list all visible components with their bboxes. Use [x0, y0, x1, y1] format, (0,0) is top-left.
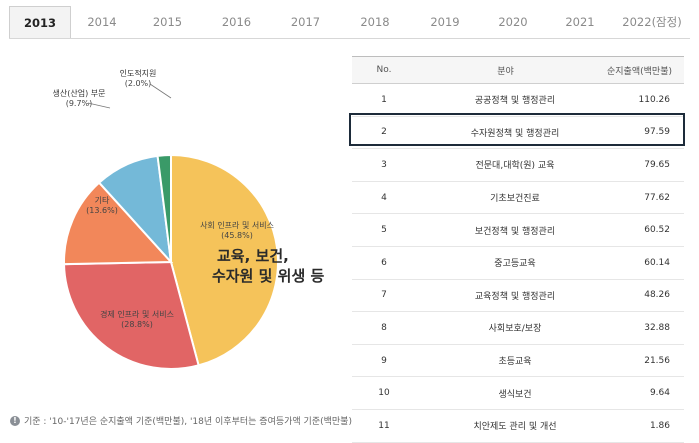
row-amount: 9.64: [649, 388, 670, 399]
tab-year-5[interactable]: 2018: [360, 15, 390, 29]
row-no: 8: [381, 322, 387, 333]
info-icon: !: [10, 415, 20, 426]
tab-year-4[interactable]: 2017: [290, 15, 321, 29]
row-no: 10: [378, 388, 390, 399]
slice-label-1: 경제 인프라 및 서비스: [100, 309, 174, 319]
column-header-field: 분야: [416, 56, 595, 84]
row-field: 전문대,대학(원) 교육: [475, 161, 555, 172]
row-no: 7: [381, 290, 387, 301]
table-row: 10 생식보건 9.64: [352, 377, 684, 410]
table-row: 1 공공정책 및 행정관리 110.26: [352, 84, 684, 117]
row-amount: 32.88: [644, 322, 670, 333]
row-field: 중고등교육: [494, 259, 536, 270]
slice-percent-2: (13.6%): [86, 206, 118, 215]
row-amount: 97.59: [644, 127, 670, 138]
row-field: 치안제도 관리 및 개선: [473, 422, 557, 433]
row-field: 기초보건진료: [490, 194, 540, 205]
table-row: 2 수자원정책 및 행정관리 97.59: [352, 116, 684, 149]
table-row: 9 초등교육 21.56: [352, 344, 684, 377]
row-amount: 60.52: [644, 225, 670, 236]
row-amount: 77.62: [644, 192, 670, 203]
row-field: 사회보호/보장: [488, 324, 542, 335]
spending-table-wrap: No. 분야 순지출액(백만불) 1 공공정책 및 행정관리 110.26 2 수자원정…: [352, 56, 684, 443]
leader-line-0: [87, 102, 111, 109]
tab-year-2[interactable]: 2015: [152, 15, 183, 29]
pie-annotation-line-1: 수자원 및 위생 등: [212, 267, 324, 285]
table-header-row: No. 분야 순지출액(백만불): [352, 56, 684, 84]
leader-line-1: [149, 83, 172, 99]
row-no: 4: [381, 192, 387, 203]
slice-percent-0: (45.8%): [221, 231, 253, 240]
footnote-text: 기준 : '10-'17년은 순지출액 기준(백만불), '18년 이후부터는 …: [24, 417, 352, 427]
row-amount: 48.26: [644, 290, 670, 301]
year-tabs: 2013 2014 2015 2016 2017 2018 2019 2020 2021 2022…: [9, 6, 690, 39]
row-amount: 60.14: [644, 257, 670, 268]
table-row: 8 사회보호/보장 32.88: [352, 312, 684, 345]
table-row: 3 전문대,대학(원) 교육 79.65: [352, 149, 684, 182]
footnote: ! 기준 : '10-'17년은 순지출액 기준(백만불), '18년 이후부터…: [10, 414, 352, 427]
tab-year-1[interactable]: 2014: [87, 15, 117, 29]
table-row: 7 교육정책 및 행정관리 48.26: [352, 279, 684, 312]
pie-slice-4: [156, 153, 172, 263]
slice-label-2: 기타: [95, 196, 110, 205]
slice-percent-4: (2.0%): [125, 79, 152, 88]
tab-year-3[interactable]: 2016: [221, 15, 252, 29]
row-no: 2: [381, 127, 387, 138]
row-field: 생식보건: [498, 389, 532, 400]
table-row: 5 보건정책 및 행정관리 60.52: [352, 214, 684, 247]
pie-chart: 사회 인프라 및 서비스(45.8%) 경제 인프라 및 서비스(28.8%) 기타…: [53, 68, 324, 370]
tab-year-8[interactable]: 2021: [565, 15, 595, 29]
row-no: 3: [381, 159, 387, 170]
table-row: 4 기초보건진료 77.62: [352, 181, 684, 214]
slice-percent-3: (9.7%): [66, 99, 93, 108]
slice-label-4: 인도적지원: [120, 68, 157, 78]
pie-annotation-line-0: 교육, 보건,: [217, 247, 289, 265]
row-no: 11: [378, 420, 390, 431]
slice-label-3: 생산(산업) 부문: [53, 88, 106, 98]
pie-slice-0: [170, 153, 279, 367]
pie-slice-1: [63, 260, 200, 370]
row-no: 5: [381, 225, 387, 236]
row-amount: 110.26: [638, 94, 671, 105]
row-no: 1: [381, 94, 387, 105]
row-amount: 21.56: [644, 355, 670, 366]
table-row: 11 치안제도 관리 및 개선 1.86: [352, 409, 684, 443]
row-no: 9: [381, 355, 387, 366]
slice-percent-1: (28.8%): [121, 320, 153, 329]
slice-label-0: 사회 인프라 및 서비스: [200, 220, 274, 230]
column-header-amount: 순지출액(백만불): [595, 56, 684, 84]
spending-table: No. 분야 순지출액(백만불) 1 공공정책 및 행정관리 110.26 2 수자원정…: [352, 56, 684, 443]
pie-slice-2: [63, 181, 174, 266]
column-header-no: No.: [352, 56, 416, 84]
table-row: 6 중고등교육 60.14: [352, 246, 684, 280]
row-amount: 1.86: [649, 420, 670, 431]
row-no: 6: [381, 257, 387, 268]
row-field: 교육정책 및 행정관리: [474, 291, 556, 302]
tab-year-9[interactable]: 2022(잠정): [622, 15, 682, 29]
row-field: 보건정책 및 행정관리: [474, 226, 556, 237]
row-field: 수자원정책 및 행정관리: [470, 128, 560, 139]
row-field: 초등교육: [498, 357, 532, 368]
row-field: 공공정책 및 행정관리: [474, 96, 556, 107]
tab-year-7[interactable]: 2020: [498, 15, 528, 29]
tab-year-6[interactable]: 2019: [430, 15, 460, 29]
row-amount: 79.65: [644, 159, 670, 170]
tab-year-0[interactable]: 2013: [9, 6, 71, 38]
